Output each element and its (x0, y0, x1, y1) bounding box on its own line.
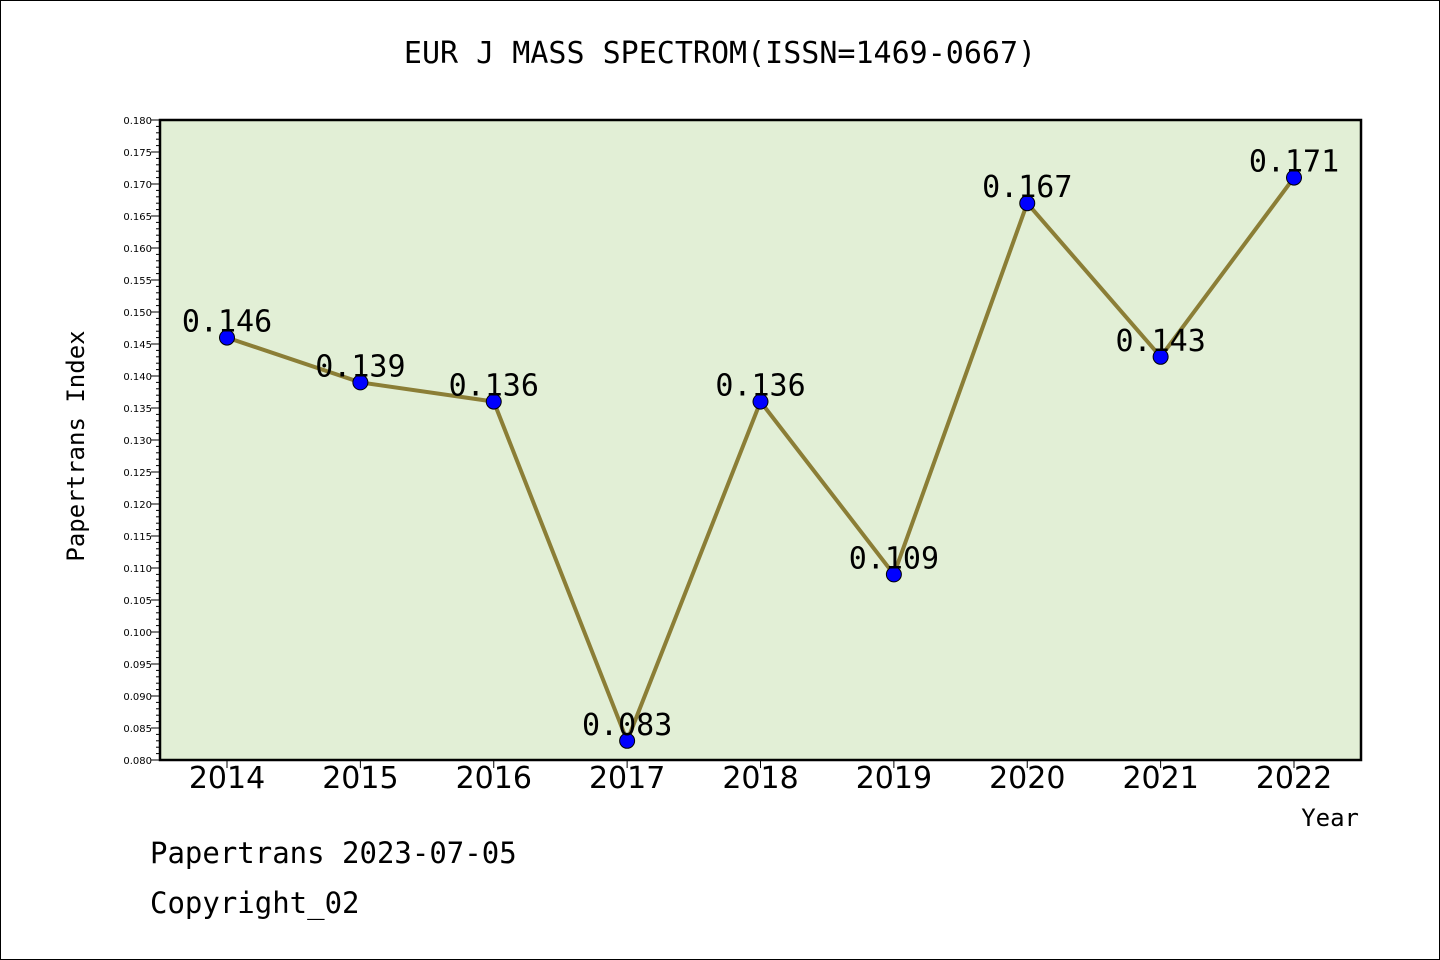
y-tick-label: 0.110 (123, 564, 152, 575)
x-tick-label: 2015 (322, 761, 398, 796)
y-tick-label: 0.180 (123, 116, 152, 127)
data-label: 0.139 (315, 349, 405, 384)
y-tick-label: 0.095 (123, 660, 152, 671)
data-label: 0.136 (449, 369, 539, 404)
y-tick-label: 0.160 (123, 244, 152, 255)
data-point (1286, 169, 1302, 186)
y-tick-label: 0.125 (123, 468, 152, 479)
data-point (219, 329, 235, 346)
data-label: 0.167 (982, 170, 1072, 205)
data-point (619, 732, 636, 749)
y-axis-title: Papertrans Index (62, 330, 90, 561)
data-label: 0.143 (1115, 324, 1205, 359)
x-tick-label: 2016 (456, 761, 532, 796)
y-tick-label: 0.175 (123, 148, 152, 159)
x-tick-label: 2017 (589, 761, 665, 796)
y-tick-label: 0.080 (123, 756, 152, 767)
x-tick-label: 2018 (722, 761, 798, 796)
y-tick-label: 0.135 (123, 404, 152, 415)
data-point (352, 374, 369, 391)
y-tick-label: 0.120 (123, 500, 152, 511)
y-tick-label: 0.140 (123, 372, 152, 383)
y-tick-label: 0.085 (123, 724, 152, 735)
x-tick-label: 2020 (989, 761, 1065, 796)
y-tick-label: 0.115 (123, 532, 152, 543)
footer-copyright: Copyright_02 (150, 886, 360, 920)
y-tick-label: 0.130 (123, 436, 152, 447)
y-tick-label: 0.105 (123, 596, 152, 607)
data-label: 0.146 (182, 305, 272, 340)
y-tick-label: 0.145 (123, 340, 152, 351)
data-label: 0.171 (1249, 145, 1339, 180)
data-point (485, 393, 502, 410)
footer-date: Papertrans 2023-07-05 (150, 836, 517, 870)
x-axis-title: Year (1301, 804, 1359, 832)
data-point (752, 393, 769, 410)
x-tick-label: 2021 (1122, 761, 1198, 796)
data-label: 0.109 (849, 541, 939, 576)
y-tick-label: 0.155 (123, 276, 152, 287)
y-tick-label: 0.090 (123, 692, 152, 703)
plot-border (158, 118, 1363, 762)
data-label: 0.083 (582, 708, 672, 743)
y-tick-label: 0.165 (123, 212, 152, 223)
plot-area (160, 120, 1361, 760)
x-tick-label: 2022 (1256, 761, 1332, 796)
data-point (1019, 195, 1036, 212)
x-tick-label: 2014 (189, 761, 265, 796)
chart-title: EUR J MASS SPECTROM(ISSN=1469-0667) (403, 36, 1037, 71)
x-tick-label: 2019 (856, 761, 932, 796)
y-tick-label: 0.170 (123, 180, 152, 191)
y-tick-label: 0.100 (123, 628, 152, 639)
data-point (1152, 348, 1169, 365)
y-tick-label: 0.150 (123, 308, 152, 319)
data-label: 0.136 (715, 369, 805, 404)
data-point (885, 566, 902, 583)
